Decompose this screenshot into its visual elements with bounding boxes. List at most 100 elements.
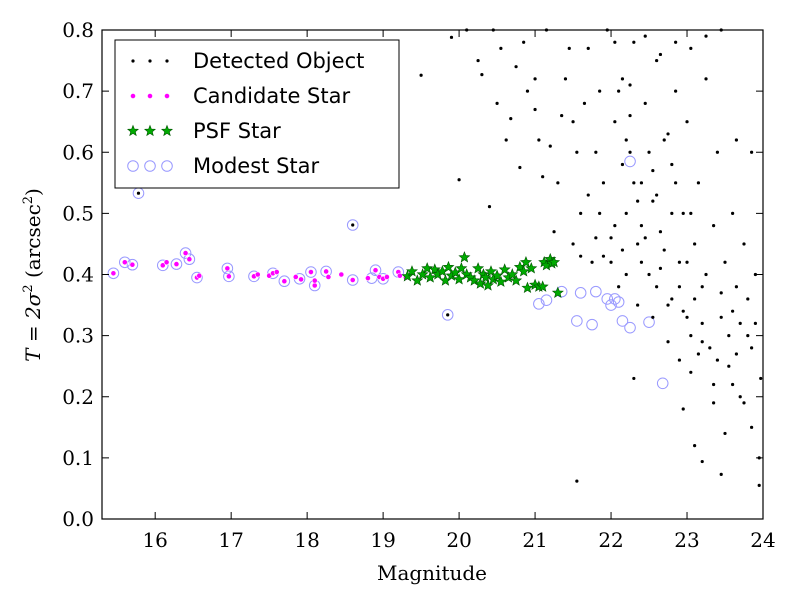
detected-object-point — [609, 260, 613, 264]
x-tick-label: 16 — [142, 528, 167, 552]
detected-object-point — [446, 313, 450, 317]
psf-star-point — [494, 275, 507, 287]
detected-object-point — [708, 346, 712, 350]
candidate-star-point — [129, 261, 136, 268]
y-label-part-6: ) — [21, 188, 45, 196]
psf-star-point — [481, 279, 494, 291]
modest-star-point — [609, 293, 621, 305]
detected-object-point — [738, 395, 742, 399]
detected-object-point — [759, 376, 763, 381]
detected-object-point — [715, 358, 720, 362]
modest-star-point — [540, 294, 553, 306]
detected-object-point — [586, 193, 590, 197]
psf-star-point — [484, 265, 498, 277]
detected-object-point — [449, 35, 454, 39]
y-label-part-2: σ — [21, 291, 45, 306]
y-label-part-5: 2 — [21, 196, 36, 204]
detected-object-point — [750, 150, 754, 154]
detected-object-point — [563, 77, 568, 81]
detected-object-point — [628, 150, 632, 154]
legend: Detected Object Candidate Star PSF Star … — [114, 39, 400, 189]
detected-object-point — [696, 352, 701, 356]
detected-object-point — [643, 101, 647, 105]
legend-marker-candidate-star — [147, 93, 153, 99]
detected-object-point — [636, 303, 640, 307]
candidate-star-point — [372, 267, 379, 274]
modest-star-point — [179, 247, 192, 259]
psf-star-point — [491, 269, 504, 281]
detected-object-point — [670, 211, 674, 215]
detected-object-point — [586, 46, 590, 50]
candidate-star-point — [163, 259, 170, 266]
candidate-star-point — [159, 262, 166, 269]
detected-object-point — [624, 272, 628, 277]
detected-object-point — [647, 272, 651, 277]
psf-star-point — [411, 274, 424, 286]
detected-object-point — [579, 254, 583, 258]
modest-star-point — [170, 258, 183, 270]
psf-star-point — [498, 263, 511, 275]
x-tick-label: 24 — [750, 528, 775, 552]
detected-object-point — [731, 382, 735, 387]
psf-star-point — [548, 255, 561, 268]
detected-object-point — [504, 138, 508, 142]
psf-star-point — [416, 268, 429, 280]
detected-object-point — [666, 303, 670, 307]
detected-object-point — [518, 165, 522, 170]
detected-object-point — [533, 107, 537, 112]
legend-marker-modest-star — [144, 160, 156, 172]
detected-object-point — [723, 431, 727, 436]
psf-star-point — [525, 262, 538, 274]
psf-star-point — [506, 268, 519, 280]
y-label-part-1: T = 2 — [21, 306, 45, 362]
y-tick-label: 0.0 — [62, 507, 94, 531]
modest-star-point — [605, 299, 617, 311]
modest-star-point — [624, 155, 636, 168]
legend-marker-candidate-star — [130, 93, 136, 99]
detected-object-point — [590, 260, 594, 264]
candidate-star-point — [281, 278, 288, 285]
chart-marks — [107, 28, 763, 487]
psf-star-point — [510, 274, 523, 286]
detected-object-point — [533, 77, 537, 81]
detected-object-point — [636, 199, 640, 203]
detected-object-point — [658, 52, 663, 57]
detected-object-point — [734, 352, 739, 356]
detected-object-point — [746, 297, 750, 301]
detected-object-point — [658, 266, 663, 270]
detected-object-point — [579, 211, 583, 215]
detected-object-point — [617, 285, 621, 289]
detected-object-point — [624, 211, 628, 215]
detected-object-point — [677, 358, 682, 362]
detected-object-point — [639, 260, 644, 264]
psf-star-point — [517, 265, 530, 277]
detected-object-point — [495, 101, 499, 105]
detected-object-point — [666, 132, 670, 136]
detected-object-point — [681, 211, 685, 215]
detected-object-point — [704, 34, 708, 38]
psf-star-point — [536, 280, 549, 292]
psf-star-point — [421, 262, 434, 274]
detected-object-point — [624, 138, 628, 142]
plot-area-frame — [101, 29, 764, 520]
psf-star-point — [472, 262, 485, 274]
detected-object-point — [681, 407, 685, 411]
modest-star-point — [221, 262, 234, 275]
detected-object-point — [620, 77, 625, 81]
detected-object-point — [704, 77, 708, 81]
detected-object-point — [609, 236, 613, 240]
modest-star-point — [533, 298, 545, 310]
detected-object-point — [575, 150, 579, 154]
candidate-star-point — [396, 272, 403, 279]
candidate-star-point — [121, 259, 128, 266]
x-tick-label: 22 — [598, 528, 623, 552]
y-label-part-4: (arcsec — [21, 204, 45, 284]
detected-object-point — [734, 138, 739, 142]
detected-object-point — [522, 40, 526, 44]
candidate-star-point — [273, 269, 280, 275]
y-tick-label: 0.2 — [62, 385, 94, 409]
candidate-star-point — [349, 277, 356, 283]
detected-object-point — [571, 242, 575, 246]
psf-star-point — [551, 286, 564, 298]
legend-marker-psf-star — [160, 124, 174, 137]
